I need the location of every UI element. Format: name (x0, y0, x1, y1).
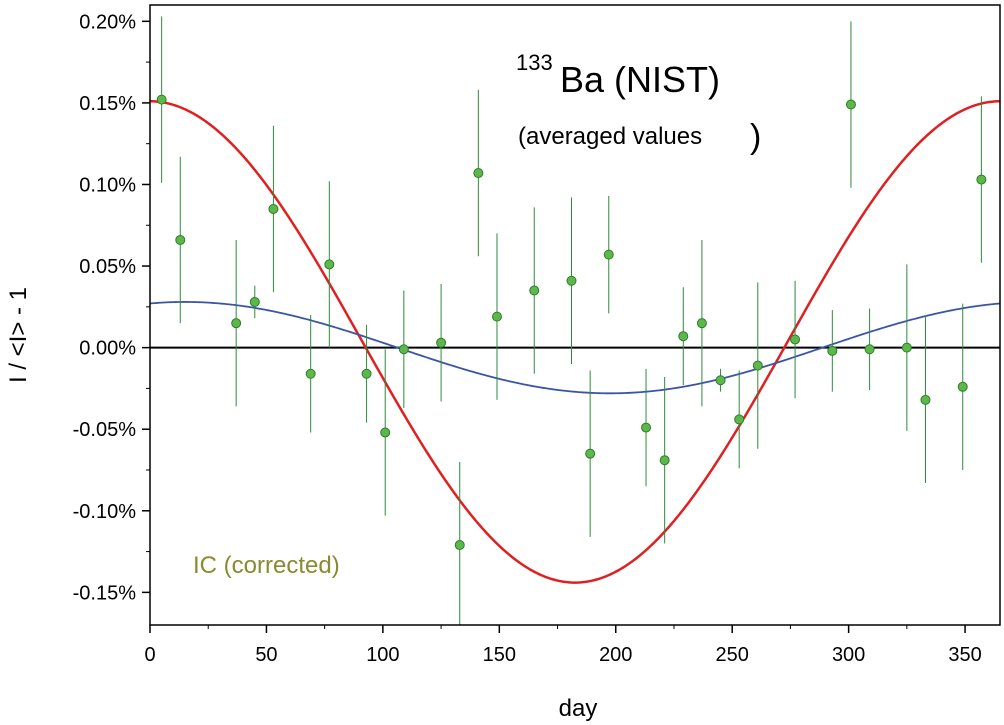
y-tick-label: 0.10% (79, 174, 136, 196)
data-point (790, 334, 801, 345)
x-tick-label: 350 (948, 644, 981, 666)
x-tick-label: 0 (144, 644, 155, 666)
x-tick-label: 100 (366, 644, 399, 666)
y-tick-label: 0.00% (79, 338, 136, 360)
data-point (175, 234, 186, 245)
data-point (715, 375, 726, 386)
y-tick-label: -0.05% (73, 419, 137, 441)
data-point (529, 285, 540, 296)
y-tick-label: 0.15% (79, 93, 136, 115)
data-point (436, 337, 447, 348)
x-tick-label: 250 (716, 644, 749, 666)
plot-area (149, 16, 1001, 625)
x-axis-title: day (559, 695, 598, 722)
series-annotation: IC (corrected) (193, 552, 340, 579)
y-tick-label: 0.05% (79, 256, 136, 278)
data-point (864, 344, 875, 355)
data-point (901, 342, 912, 353)
chart-title: Ba (NIST) (560, 59, 720, 100)
plot-frame (149, 4, 1001, 626)
chart-title-superscript: 133 (516, 50, 553, 75)
x-tick-label: 150 (483, 644, 516, 666)
y-tick-label: -0.10% (73, 501, 137, 523)
data-point (734, 414, 745, 425)
data-point (398, 344, 409, 355)
data-point (659, 455, 670, 466)
data-point (361, 368, 372, 379)
data-point (603, 249, 614, 260)
axes (149, 4, 1001, 626)
data-point (976, 174, 987, 185)
x-tick-label: 200 (599, 644, 632, 666)
y-axis-title: I / <I> - 1 (5, 287, 32, 383)
data-point (585, 448, 596, 459)
data-point (305, 368, 316, 379)
chart-subtitle: (averaged values (518, 123, 702, 150)
data-point (752, 360, 763, 371)
data-point (845, 99, 856, 110)
data-point (249, 296, 260, 307)
data-point (566, 275, 577, 286)
y-tick-label: -0.15% (73, 582, 137, 604)
y-tick-label: 0.20% (79, 11, 136, 33)
data-point (268, 203, 279, 214)
data-point (380, 427, 391, 438)
data-point (156, 94, 167, 105)
ticks: 0 50 100 150 200 250 300 350 0.20% 0.15% 0.10% 0.05… (73, 11, 982, 666)
data-point (696, 318, 707, 329)
data-point (827, 345, 838, 356)
red-fit-curve (149, 100, 1001, 584)
data-point (231, 318, 242, 329)
data-point (678, 331, 689, 342)
data-point (491, 311, 502, 322)
data-point (324, 259, 335, 270)
x-tick-label: 300 (832, 644, 865, 666)
x-tick-label: 50 (255, 644, 277, 666)
blue-fit-curve (149, 301, 1001, 395)
data-point (957, 381, 968, 392)
data-point (641, 422, 652, 433)
chart-subtitle-close: ) (750, 118, 761, 156)
data-point (920, 394, 931, 405)
data-point (454, 540, 465, 551)
data-point (473, 168, 484, 179)
